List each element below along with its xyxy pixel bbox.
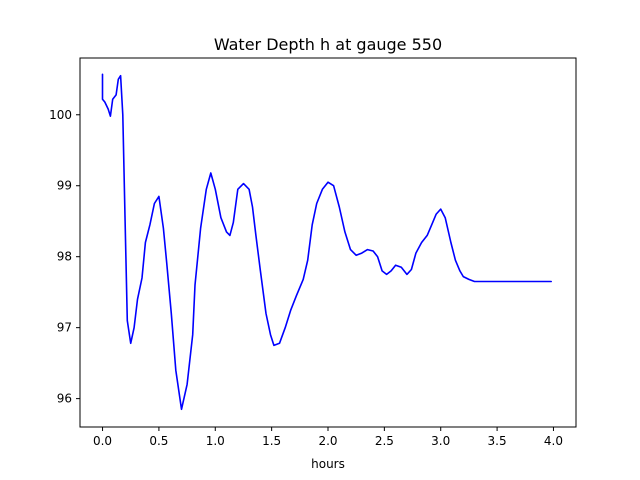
x-tick-label: 2.5 (375, 434, 394, 448)
x-tick-label: 3.5 (488, 434, 507, 448)
x-tick-label: 0.0 (93, 434, 112, 448)
x-axis-label: hours (311, 457, 345, 471)
y-tick-label: 100 (49, 108, 72, 122)
x-tick-label: 1.5 (262, 434, 281, 448)
x-tick-label: 0.5 (149, 434, 168, 448)
x-tick-label: 1.0 (206, 434, 225, 448)
y-tick-label: 98 (57, 250, 72, 264)
chart-title: Water Depth h at gauge 550 (214, 35, 442, 54)
x-tick-label: 3.0 (431, 434, 450, 448)
y-tick-label: 99 (57, 179, 72, 193)
x-tick-label: 2.0 (318, 434, 337, 448)
plot-area: 0.0 0.5 1.0 1.5 2.0 2.5 3.0 3.5 4.0 96 97 98 99 100 (49, 57, 577, 448)
y-tick-label: 97 (57, 321, 72, 335)
x-tick-label: 4.0 (544, 434, 563, 448)
series-line-1 (101, 73, 552, 411)
y-tick-label: 96 (57, 392, 72, 406)
